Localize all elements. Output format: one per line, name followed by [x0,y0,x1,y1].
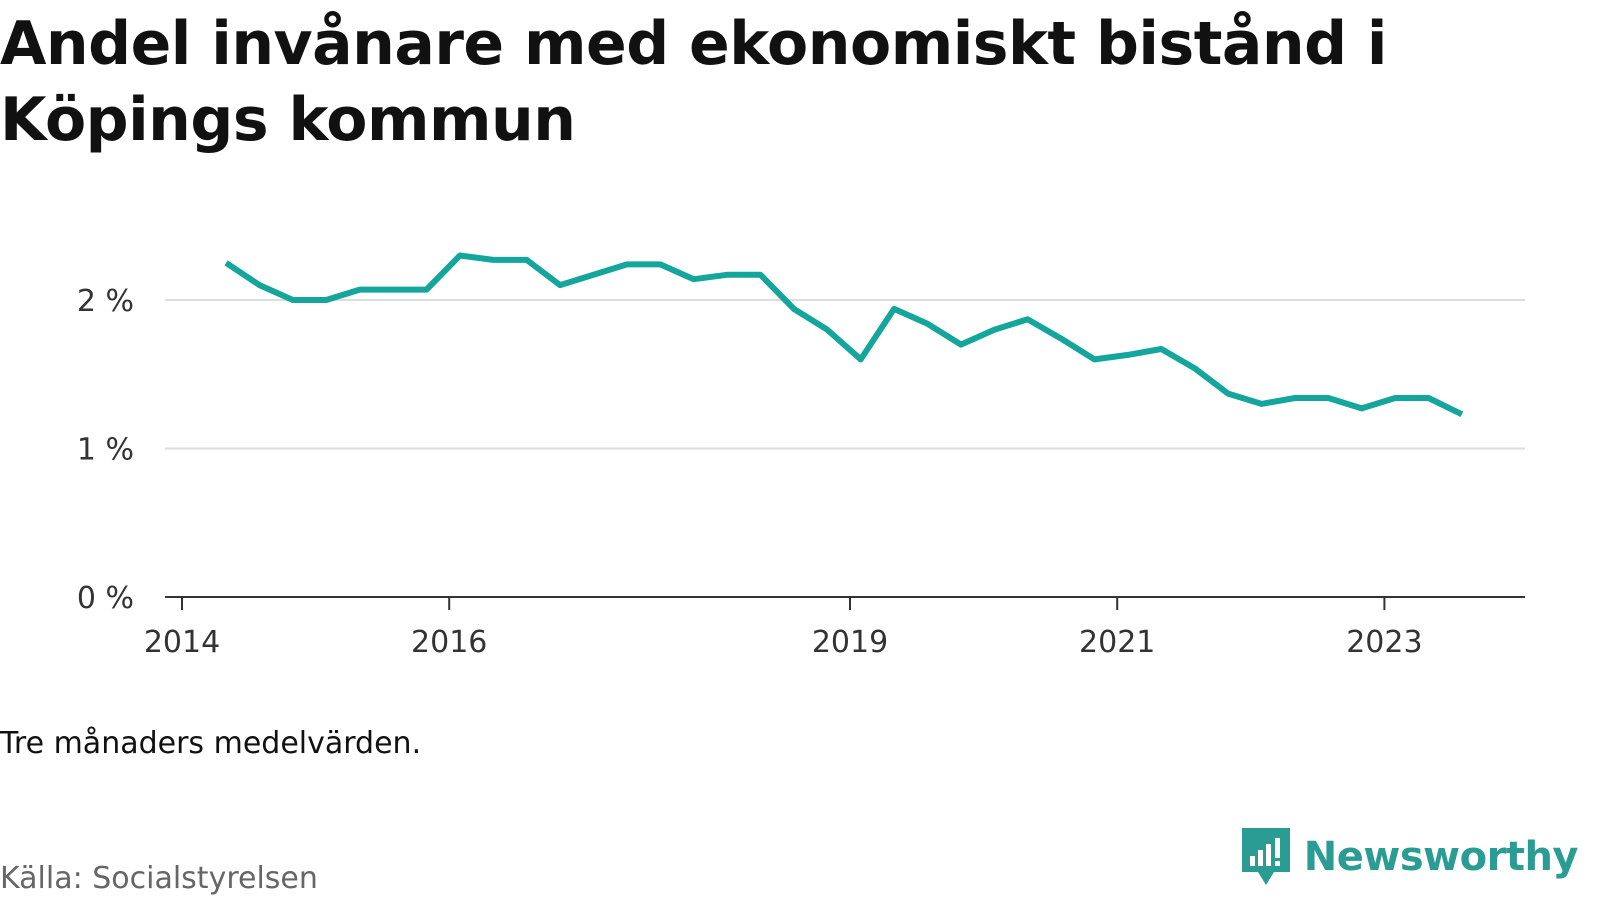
y-tick-label: 2 % [77,284,134,319]
x-tick-label: 2019 [812,625,888,660]
x-tick-label: 2023 [1346,625,1422,660]
x-tick-label: 2021 [1079,625,1155,660]
newsworthy-chart-icon [1241,828,1290,885]
x-tick-label: 2016 [411,625,487,660]
gridlines [165,299,1525,450]
brand-logo: Newsworthy [1241,828,1579,886]
series-line [224,252,1464,417]
chart-note: Tre månaders medelvärden. [0,726,422,761]
chart-title: Andel invånare med ekonomiskt bistånd i … [0,9,1387,155]
brand-name: Newsworthy [1303,834,1579,880]
x-axis-ticks: 2014 2016 2019 2021 2023 [144,597,1423,660]
x-tick-label: 2014 [144,625,220,660]
y-tick-label: 1 % [77,433,134,468]
y-axis-tick-labels: 0 % 1 % 2 % [77,284,134,616]
source-label: Källa: Socialstyrelsen [0,861,318,896]
y-tick-label: 0 % [77,581,134,616]
line-chart: 0 % 1 % 2 % 2014 2016 2019 2021 2023 [77,252,1525,660]
